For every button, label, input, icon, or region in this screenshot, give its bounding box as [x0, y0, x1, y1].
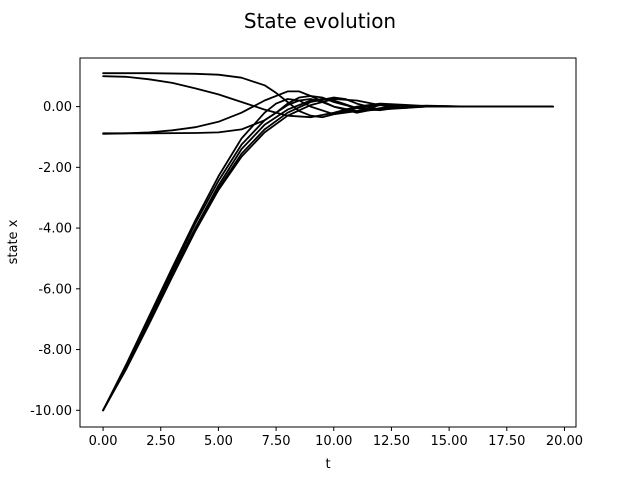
series-line-5 [102, 98, 554, 412]
x-axis-label: t [325, 457, 330, 472]
series-line-2 [102, 75, 554, 119]
x-tick-label: 7.50 [262, 434, 291, 449]
plot-frame [79, 57, 577, 428]
x-tick-label: 17.50 [488, 434, 525, 449]
y-tick-label: 0.00 [43, 100, 72, 115]
series-line-7 [102, 98, 554, 412]
series-line-1 [102, 72, 554, 119]
x-tick-label: 5.00 [204, 434, 233, 449]
y-tick-label: -8.00 [38, 343, 72, 358]
y-tick-label: -6.00 [38, 282, 72, 297]
y-tick-label: -10.00 [30, 404, 72, 419]
x-tick-label: 12.50 [373, 434, 410, 449]
series-line-9 [102, 98, 554, 412]
x-tick-label: 0.00 [89, 434, 118, 449]
x-tick-label: 2.50 [146, 434, 175, 449]
chart-title: State evolution [244, 9, 396, 33]
x-tick-label: 15.00 [431, 434, 468, 449]
y-axis-ticks: -10.00 -8.00 -6.00 -4.00 -2.00 0.00 [30, 100, 80, 419]
x-axis-ticks: 0.00 2.50 5.00 7.50 10.00 12.50 15.00 17.50 20.0… [89, 427, 583, 449]
y-tick-label: -4.00 [38, 222, 72, 237]
series-line-6 [102, 98, 554, 412]
x-tick-label: 10.00 [315, 434, 352, 449]
x-tick-label: 20.00 [546, 434, 583, 449]
series-line-8 [102, 96, 554, 412]
y-axis-label: state x [6, 219, 21, 264]
y-tick-label: -2.00 [38, 161, 72, 176]
series-layer [102, 72, 554, 412]
